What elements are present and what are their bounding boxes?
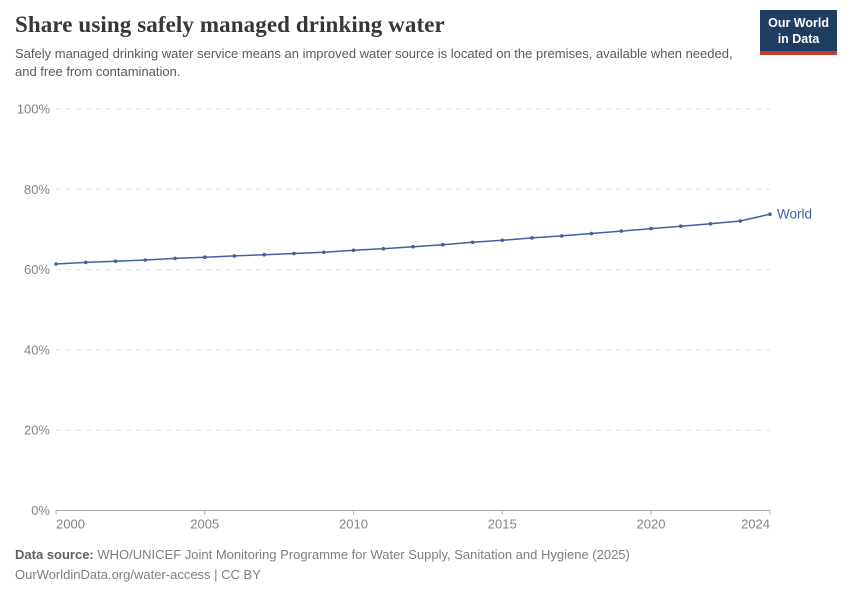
data-point-2017[interactable] xyxy=(560,234,564,238)
chart-subtitle: Safely managed drinking water service me… xyxy=(15,46,733,80)
x-tick-label-2015: 2015 xyxy=(488,517,517,532)
x-tick-label-2005: 2005 xyxy=(190,517,219,532)
y-tick-label-60%: 60% xyxy=(24,262,50,277)
x-tick-label-2010: 2010 xyxy=(339,517,368,532)
x-tick-label-2000: 2000 xyxy=(56,517,85,532)
data-point-2008[interactable] xyxy=(292,251,296,256)
data-point-2009[interactable] xyxy=(322,250,326,255)
data-point-2001[interactable] xyxy=(84,260,88,265)
data-point-2007[interactable] xyxy=(262,252,267,257)
data-point-2014[interactable] xyxy=(470,240,475,245)
data-point-2020[interactable] xyxy=(649,226,653,231)
y-tick-label-40%: 40% xyxy=(24,342,50,357)
x-tick-label-2020: 2020 xyxy=(637,517,666,532)
data-point-2005[interactable] xyxy=(203,255,207,259)
series-label-world[interactable]: World xyxy=(777,207,812,222)
y-tick-label-80%: 80% xyxy=(24,182,50,197)
data-point-2024[interactable] xyxy=(768,212,772,216)
data-point-2004[interactable] xyxy=(173,256,177,261)
data-point-2013[interactable] xyxy=(441,242,445,247)
data-point-2016[interactable] xyxy=(530,236,534,240)
data-point-2003[interactable] xyxy=(143,258,148,262)
data-source-text: WHO/UNICEF Joint Monitoring Programme fo… xyxy=(97,546,630,562)
owid-logo-line1: Our World xyxy=(768,16,829,30)
data-point-2022[interactable] xyxy=(708,222,713,226)
owid-logo[interactable]: Our World in Data xyxy=(760,10,837,56)
y-tick-label-20%: 20% xyxy=(24,423,50,438)
y-tick-label-0%: 0% xyxy=(31,503,50,518)
data-point-2011[interactable] xyxy=(381,246,386,251)
chart-title: Share using safely managed drinking wate… xyxy=(15,12,445,37)
chart-header: Share using safely managed drinking wate… xyxy=(15,12,737,82)
data-source-line: Data source: WHO/UNICEF Joint Monitoring… xyxy=(15,545,630,565)
line-chart-canvas: 0% 20% 40% 60% 80% 100% 2000 2005 2010 2015 2020 20… xyxy=(17,102,812,532)
owid-logo-line2: in Data xyxy=(777,31,820,46)
data-source-label: Data source: xyxy=(15,546,94,562)
data-point-2019[interactable] xyxy=(619,229,624,233)
data-point-2006[interactable] xyxy=(232,254,237,258)
data-point-2023[interactable] xyxy=(738,219,743,223)
x-tick-label-2024: 2024 xyxy=(741,517,770,532)
data-point-2010[interactable] xyxy=(351,248,356,253)
data-point-2015[interactable] xyxy=(500,238,505,243)
data-point-2000[interactable] xyxy=(54,262,58,266)
data-point-2012[interactable] xyxy=(411,244,415,249)
y-tick-label-100%: 100% xyxy=(17,102,51,117)
chart-footer: Data source: WHO/UNICEF Joint Monitoring… xyxy=(15,545,630,585)
data-point-2018[interactable] xyxy=(589,231,594,236)
license-line[interactable]: OurWorldinData.org/water-access | CC BY xyxy=(15,566,261,582)
data-point-2002[interactable] xyxy=(113,259,118,264)
data-point-2021[interactable] xyxy=(679,224,683,228)
world-line-series[interactable] xyxy=(55,213,771,265)
